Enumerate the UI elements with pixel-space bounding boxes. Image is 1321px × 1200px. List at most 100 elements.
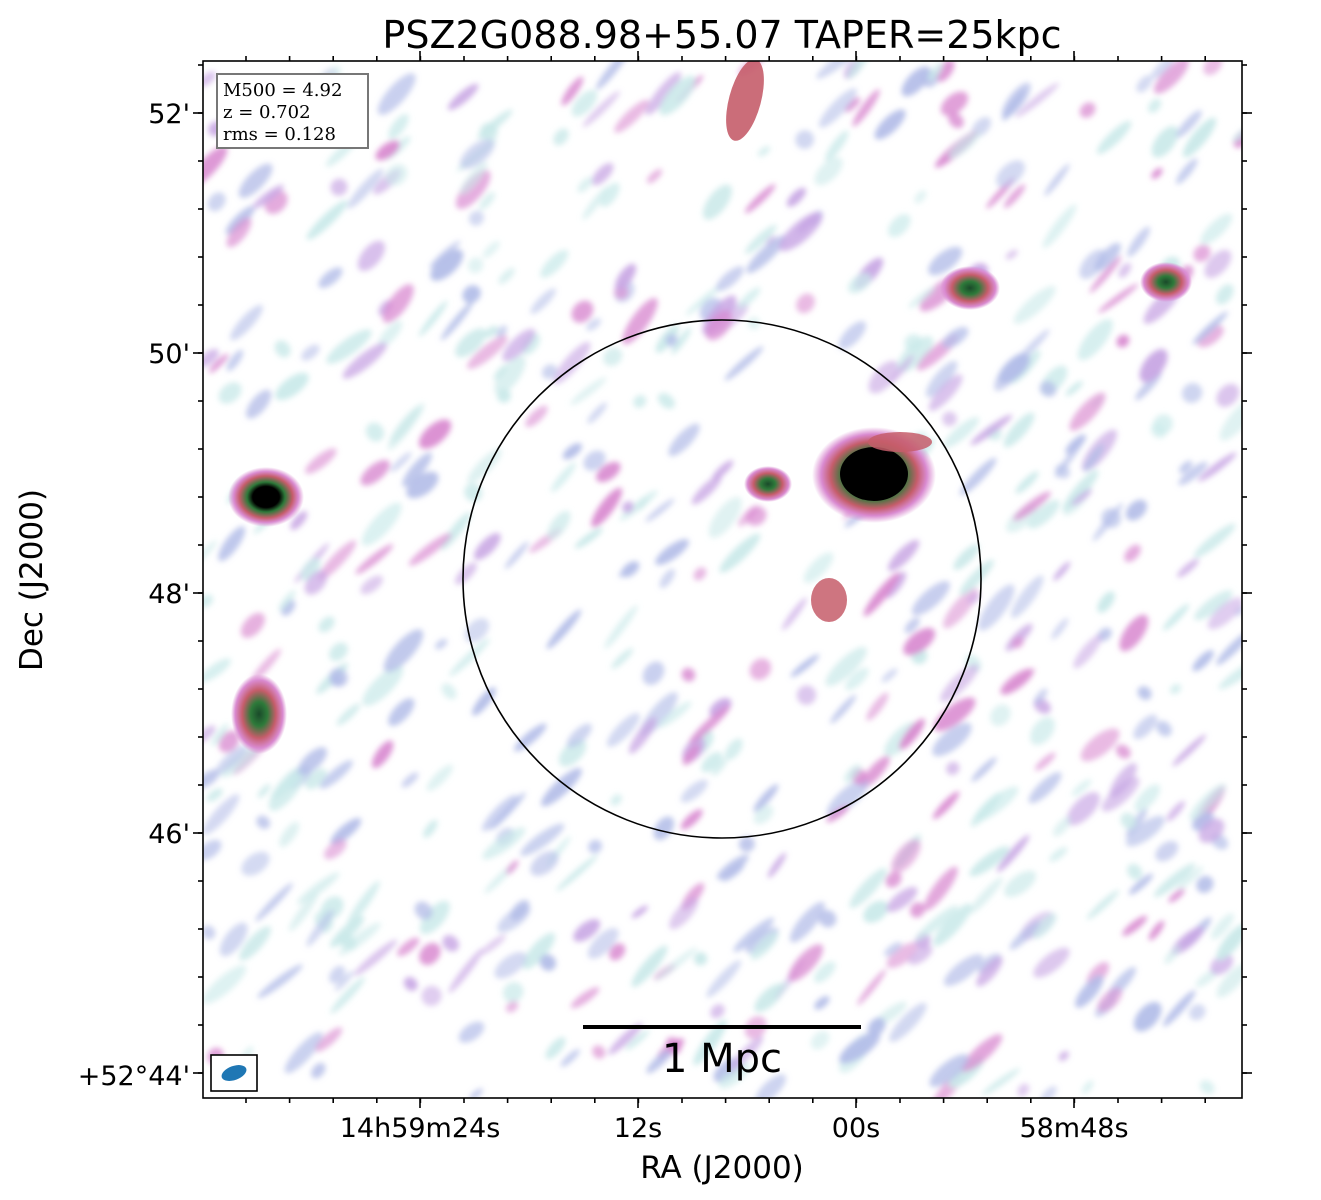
noise-blob bbox=[814, 157, 843, 186]
noise-blob bbox=[978, 584, 1015, 631]
noise-blob bbox=[494, 951, 527, 979]
noise-blob bbox=[497, 905, 531, 933]
noise-blob bbox=[306, 909, 334, 947]
noise-blob bbox=[755, 1074, 787, 1098]
noise-blob bbox=[719, 533, 761, 573]
noise-blob bbox=[645, 498, 675, 523]
noise-blob bbox=[933, 903, 972, 947]
noise-blob bbox=[226, 217, 252, 248]
noise-blob bbox=[390, 451, 412, 473]
noise-blob bbox=[317, 540, 357, 581]
noise-blob bbox=[959, 457, 997, 496]
noise-blob bbox=[655, 539, 689, 566]
noise-blob bbox=[1219, 397, 1242, 441]
noise-blob bbox=[1128, 873, 1154, 895]
noise-blob bbox=[288, 892, 319, 932]
noise-blob bbox=[311, 1062, 326, 1079]
noise-blob bbox=[577, 176, 593, 193]
noise-blob bbox=[622, 501, 634, 513]
noise-blob bbox=[1081, 1080, 1094, 1094]
noise-blob bbox=[680, 809, 703, 830]
central-source-ext bbox=[868, 432, 932, 452]
noise-blob bbox=[1033, 688, 1048, 705]
noise-blob bbox=[468, 210, 484, 226]
noise-blob bbox=[860, 755, 890, 789]
noise-blob bbox=[1177, 866, 1204, 890]
noise-blob bbox=[397, 937, 420, 957]
noise-blob bbox=[1139, 349, 1168, 383]
noise-blob bbox=[609, 943, 626, 961]
noise-blob bbox=[246, 389, 272, 419]
noise-blob bbox=[560, 1049, 580, 1067]
y-axis-label: Dec (J2000) bbox=[14, 489, 50, 671]
noise-blob bbox=[419, 900, 450, 935]
noise-blob bbox=[642, 661, 665, 686]
noise-blob bbox=[388, 113, 409, 140]
source-upper-right-1 bbox=[940, 266, 1000, 310]
noise-blob bbox=[257, 964, 303, 999]
noise-blob bbox=[1207, 597, 1242, 630]
noise-blob bbox=[1155, 840, 1179, 862]
noise-blob bbox=[388, 698, 415, 726]
noise-blob bbox=[745, 224, 777, 254]
noise-blob bbox=[558, 739, 587, 767]
noise-blob bbox=[541, 364, 558, 379]
noise-blob bbox=[279, 821, 300, 848]
noise-blob bbox=[685, 285, 721, 316]
noise-blob bbox=[790, 654, 820, 678]
noise-blob bbox=[1013, 491, 1051, 521]
noise-blob bbox=[738, 836, 755, 852]
noise-blob bbox=[788, 944, 824, 982]
noise-blob bbox=[525, 405, 548, 428]
noise-blob bbox=[241, 851, 270, 876]
noise-blob bbox=[1192, 650, 1214, 672]
noise-blob bbox=[968, 877, 1003, 914]
noise-blob bbox=[583, 450, 606, 471]
noise-blob bbox=[596, 461, 621, 483]
noise-blob bbox=[1215, 284, 1234, 305]
noise-blob bbox=[1119, 614, 1149, 652]
ra-tick-label: 00s bbox=[832, 1113, 880, 1144]
noise-blob bbox=[215, 744, 248, 774]
noise-blob bbox=[1017, 1083, 1030, 1097]
noise-blob bbox=[910, 902, 925, 918]
noise-blob bbox=[284, 1032, 323, 1074]
noise-blob bbox=[1062, 469, 1099, 512]
noise-blob bbox=[604, 605, 638, 649]
noise-blob bbox=[1069, 392, 1106, 431]
noise-blob bbox=[505, 1000, 519, 1013]
noise-blob bbox=[362, 665, 404, 706]
noise-blob bbox=[442, 935, 459, 952]
noise-blob bbox=[1148, 920, 1165, 941]
noise-blob bbox=[418, 300, 448, 337]
noise-blob bbox=[587, 402, 607, 424]
noise-blob bbox=[378, 320, 403, 348]
noise-blob bbox=[1153, 61, 1189, 94]
noise-blob bbox=[1049, 847, 1068, 862]
noise-blob bbox=[682, 744, 700, 766]
noise-blob bbox=[1002, 89, 1026, 121]
noise-blob bbox=[746, 506, 767, 526]
noise-blob bbox=[541, 768, 582, 807]
noise-blob bbox=[668, 423, 700, 457]
noise-blob bbox=[371, 740, 394, 769]
noise-blob bbox=[377, 73, 416, 115]
noise-blob bbox=[1028, 499, 1060, 529]
noise-blob bbox=[693, 952, 708, 966]
noise-blob bbox=[406, 471, 439, 499]
noise-blob bbox=[970, 792, 1002, 827]
noise-blob bbox=[852, 89, 880, 127]
noise-blob bbox=[546, 609, 582, 650]
noise-blob bbox=[440, 512, 471, 550]
noise-blob bbox=[211, 723, 229, 747]
noise-blob bbox=[239, 926, 271, 961]
noise-blob bbox=[1058, 1050, 1069, 1062]
dec-tick-label: 46' bbox=[148, 819, 190, 850]
ra-tick-label: 14h59m24s bbox=[340, 1113, 501, 1144]
noise-blob bbox=[1089, 255, 1122, 294]
noise-blob bbox=[297, 872, 340, 905]
noise-blob bbox=[610, 794, 622, 806]
noise-blob bbox=[274, 340, 291, 358]
noise-blob bbox=[257, 783, 271, 799]
noise-blob bbox=[571, 300, 594, 323]
